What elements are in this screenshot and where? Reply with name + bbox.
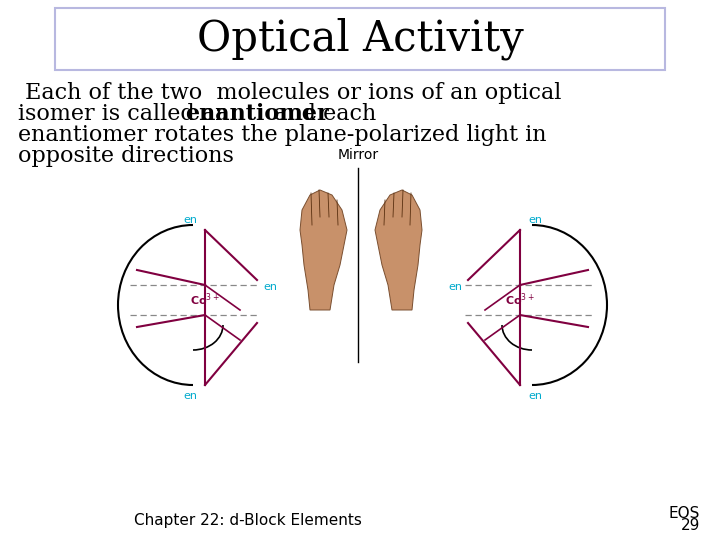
Text: and each: and each [267,103,377,125]
Text: isomer is called an ​enantiomer: isomer is called an ​enantiomer [18,103,366,125]
Text: enantiomer rotates the plane-polarized light in: enantiomer rotates the plane-polarized l… [18,124,546,146]
Text: Optical Activity: Optical Activity [197,18,523,60]
Text: en: en [183,215,197,225]
FancyBboxPatch shape [55,8,665,70]
Text: enantiomer: enantiomer [185,103,328,125]
Text: 29: 29 [680,518,700,534]
Text: Mirror: Mirror [338,148,379,162]
Text: en: en [183,391,197,401]
Text: EOS: EOS [669,507,700,522]
Text: Each of the two  molecules or ions of an optical: Each of the two molecules or ions of an … [18,82,562,104]
Text: en: en [263,282,277,292]
Text: Co$^{3+}$: Co$^{3+}$ [190,292,220,308]
Text: Chapter 22: d-Block Elements: Chapter 22: d-Block Elements [134,512,362,528]
Text: en: en [528,391,542,401]
Text: isomer is called an: isomer is called an [18,103,236,125]
Text: en: en [448,282,462,292]
Polygon shape [300,190,347,310]
Text: en: en [528,215,542,225]
Text: opposite directions: opposite directions [18,145,234,167]
Text: Co$^{3+}$: Co$^{3+}$ [505,292,535,308]
Polygon shape [375,190,422,310]
